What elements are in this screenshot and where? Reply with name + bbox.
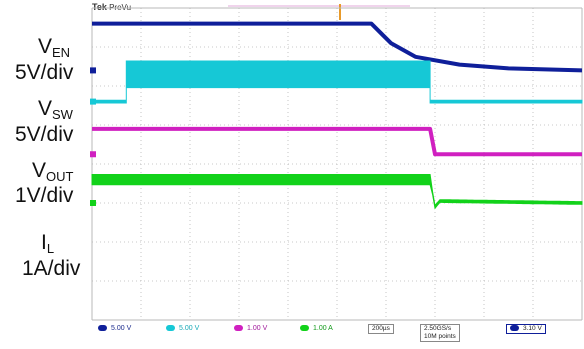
ch3-dot-icon — [234, 325, 243, 331]
ch1-dot-icon — [98, 325, 107, 331]
status-ch3-value: 1.00 V — [247, 325, 268, 332]
label-vsw: VSW — [38, 98, 73, 126]
scale-vout: 1V/div — [15, 184, 74, 207]
marker-ch1[interactable] — [90, 67, 96, 74]
scale-il: 1A/div — [22, 257, 81, 280]
label-il: IL — [41, 232, 54, 260]
label-vout: VOUT — [32, 160, 73, 188]
status-points: 10M points — [424, 333, 456, 340]
trigger-ch1-dot-icon — [510, 325, 519, 331]
brand-name: Tek — [92, 2, 107, 12]
channel-markers — [90, 67, 96, 206]
marker-ch2[interactable] — [90, 98, 96, 105]
status-acquisition[interactable]: 2.50GS/s 10M points — [420, 324, 460, 342]
label-vsw-sub: SW — [52, 107, 73, 122]
label-il-main: I — [41, 231, 47, 254]
marker-ch3[interactable] — [90, 151, 96, 158]
label-ven-main: V — [38, 35, 53, 58]
status-ch2-value: 5.00 V — [179, 325, 200, 332]
status-timebase[interactable]: 200µs — [368, 324, 394, 334]
status-ch4-value: 1.00 A — [313, 325, 333, 332]
label-vout-sub: OUT — [46, 169, 74, 184]
label-ven-sub: EN — [52, 45, 71, 60]
status-ch2[interactable]: 5.00 V — [166, 325, 199, 332]
trace-ch2 — [91, 60, 583, 104]
trace-ch3 — [92, 126, 582, 157]
ch2-dot-icon — [166, 325, 175, 331]
status-timebase-value: 200µs — [372, 325, 390, 332]
status-ch1-value: 5.00 V — [111, 325, 132, 332]
scale-vsw: 5V/div — [15, 123, 74, 146]
trace-ch1 — [92, 21, 583, 73]
label-il-sub: L — [46, 241, 55, 256]
scale-ven: 5V/div — [15, 61, 74, 84]
scope-traces — [91, 21, 583, 210]
scope-status-bar: 5.00 V 5.00 V 1.00 V 1.00 A 200µs 2.50GS… — [92, 323, 584, 349]
status-ch4[interactable]: 1.00 A — [300, 325, 333, 332]
status-trigger[interactable]: 3.10 V — [506, 324, 546, 334]
scope-grid — [91, 7, 583, 321]
label-vsw-main: V — [38, 97, 53, 120]
status-ch3[interactable]: 1.00 V — [234, 325, 267, 332]
status-ch1[interactable]: 5.00 V — [98, 325, 131, 332]
marker-ch4[interactable] — [90, 200, 96, 206]
trace-ch4 — [91, 174, 583, 210]
ch4-dot-icon — [300, 325, 309, 331]
label-ven: VEN — [38, 36, 70, 64]
label-vout-main: V — [32, 159, 47, 182]
status-rate: 2.50GS/s — [424, 325, 452, 332]
status-trigger-value: 3.10 V — [523, 325, 542, 332]
